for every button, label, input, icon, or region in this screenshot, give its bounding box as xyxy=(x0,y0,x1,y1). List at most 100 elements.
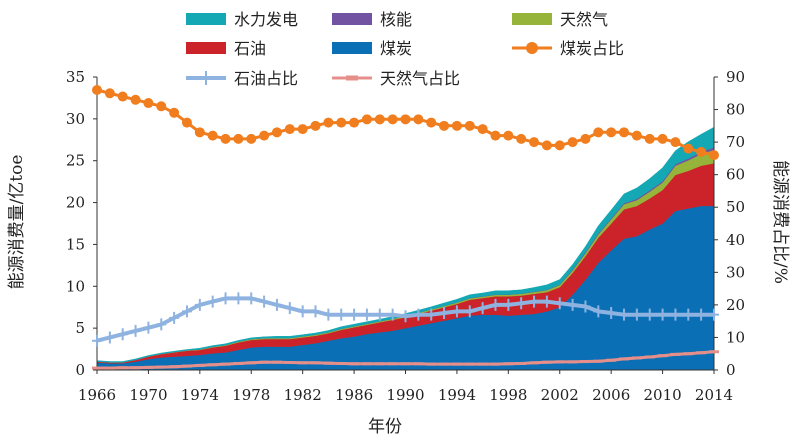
share-point-0 xyxy=(271,127,282,138)
share-point-1 xyxy=(426,308,437,321)
share-point-1 xyxy=(323,308,334,321)
share-point-1 xyxy=(104,331,115,344)
share-point-1 xyxy=(349,308,360,321)
legend-swatch-marker xyxy=(526,42,538,54)
share-point-1 xyxy=(181,305,192,318)
x-tick-label: 1966 xyxy=(78,386,116,404)
y-left-tick-label: 0 xyxy=(75,361,85,379)
share-point-1 xyxy=(580,300,591,313)
share-point-0 xyxy=(503,130,514,141)
share-point-1 xyxy=(554,297,565,310)
share-point-0 xyxy=(567,137,578,148)
y-right-tick-label: 50 xyxy=(726,198,745,216)
share-point-0 xyxy=(361,114,372,125)
share-point-0 xyxy=(104,88,115,99)
y-right-tick-label: 30 xyxy=(726,263,745,281)
y-left-tick-label: 20 xyxy=(66,194,85,212)
share-point-1 xyxy=(631,308,642,321)
share-point-1 xyxy=(644,308,655,321)
share-point-1 xyxy=(169,311,180,324)
share-point-0 xyxy=(644,133,655,144)
share-point-1 xyxy=(361,308,372,321)
share-point-0 xyxy=(181,117,192,128)
share-lines-layer xyxy=(92,85,719,370)
share-point-1 xyxy=(696,308,707,321)
y-left-tick-label: 25 xyxy=(66,152,85,170)
share-point-1 xyxy=(670,308,681,321)
share-point-0 xyxy=(92,85,102,96)
share-point-0 xyxy=(683,143,694,154)
share-point-1 xyxy=(117,328,128,341)
y-axis-left-title: 能源消费量/亿toe xyxy=(7,155,27,290)
share-point-1 xyxy=(413,308,424,321)
share-point-0 xyxy=(439,120,450,131)
share-point-1 xyxy=(194,298,205,311)
share-point-0 xyxy=(619,127,630,138)
share-point-0 xyxy=(246,133,257,144)
share-point-0 xyxy=(194,127,205,138)
share-point-0 xyxy=(387,114,398,125)
x-tick-label: 1982 xyxy=(284,386,322,404)
share-point-1 xyxy=(310,305,321,318)
legend-swatch xyxy=(186,13,226,25)
share-point-1 xyxy=(464,305,475,318)
share-point-1 xyxy=(529,295,540,308)
share-point-0 xyxy=(323,117,334,128)
share-point-1 xyxy=(400,310,411,323)
share-point-1 xyxy=(567,298,578,311)
y-left-tick-label: 30 xyxy=(66,110,85,128)
share-point-1 xyxy=(297,305,308,318)
legend-label: 水力发电 xyxy=(234,10,298,29)
share-point-0 xyxy=(426,117,437,128)
share-point-0 xyxy=(451,120,462,131)
share-point-1 xyxy=(657,308,668,321)
x-tick-label: 1978 xyxy=(232,386,270,404)
y-right-tick-label: 20 xyxy=(726,296,745,314)
legend-label: 煤炭 xyxy=(380,39,412,58)
y-left-tick-label: 35 xyxy=(66,68,85,86)
share-point-1 xyxy=(709,308,719,321)
y-right-tick-label: 60 xyxy=(726,166,745,184)
share-point-0 xyxy=(349,117,360,128)
y-right-tick-label: 90 xyxy=(726,68,745,86)
share-point-0 xyxy=(259,130,270,141)
y-right-tick-label: 40 xyxy=(726,231,745,249)
share-point-1 xyxy=(156,318,167,331)
share-point-1 xyxy=(503,298,514,311)
share-point-1 xyxy=(246,292,257,305)
share-point-1 xyxy=(259,295,270,308)
x-tick-label: 1998 xyxy=(489,386,527,404)
share-point-0 xyxy=(374,114,385,125)
share-point-0 xyxy=(464,120,475,131)
share-point-1 xyxy=(477,302,488,315)
share-point-0 xyxy=(143,98,154,109)
share-point-0 xyxy=(477,124,488,135)
axes-layer: 1966 1970 1974 1978 1982 1986 1990 1994 1998 2002… xyxy=(66,68,745,404)
y-right-tick-label: 80 xyxy=(726,101,745,119)
share-point-0 xyxy=(297,124,308,135)
y-right-tick-label: 0 xyxy=(726,361,736,379)
y-left-tick-label: 5 xyxy=(75,319,85,337)
share-point-0 xyxy=(670,137,681,148)
share-point-1 xyxy=(439,307,450,320)
share-point-1 xyxy=(336,308,347,321)
share-point-0 xyxy=(529,137,540,148)
share-point-0 xyxy=(631,130,642,141)
share-point-1 xyxy=(451,305,462,318)
y-right-tick-label: 10 xyxy=(726,328,745,346)
y-axis-right-title: 能源消费占比/% xyxy=(770,160,790,284)
share-point-1 xyxy=(220,292,231,305)
x-tick-label: 1986 xyxy=(335,386,373,404)
legend-label: 石油 xyxy=(234,39,266,58)
share-point-0 xyxy=(207,130,218,141)
share-point-1 xyxy=(387,308,398,321)
legend-swatch xyxy=(332,42,372,54)
share-point-1 xyxy=(271,298,282,311)
legend-swatch xyxy=(332,13,372,25)
y-right-tick-label: 70 xyxy=(726,133,745,151)
legend-label: 煤炭占比 xyxy=(560,39,624,58)
y-left-tick-label: 15 xyxy=(66,235,85,253)
share-point-0 xyxy=(709,150,719,161)
